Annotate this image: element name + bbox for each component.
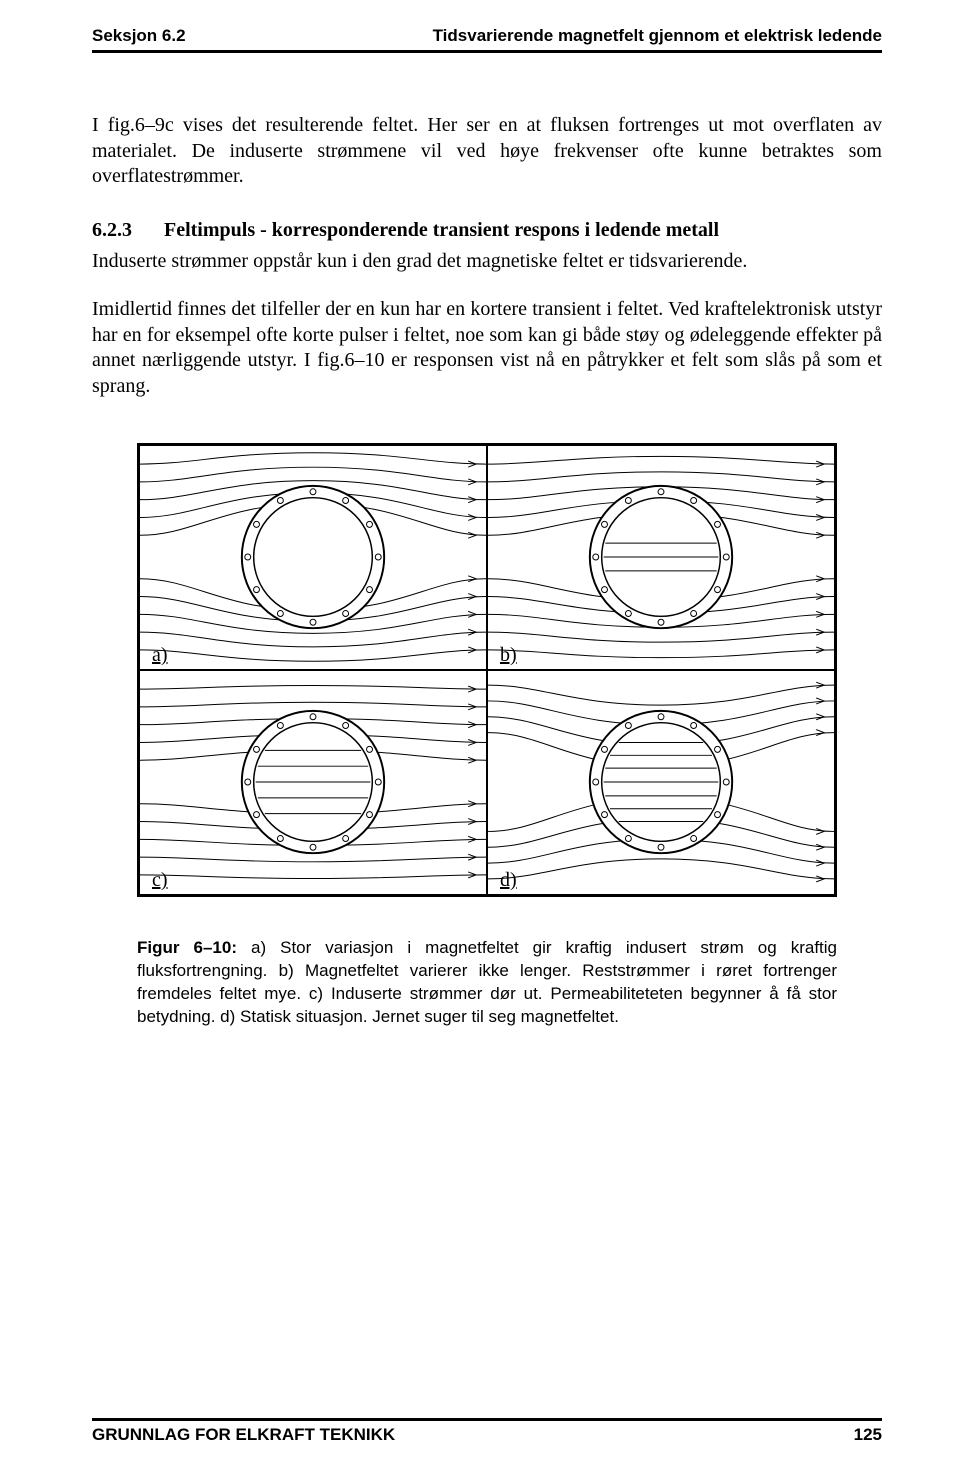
header-title: Tidsvarierende magnetfelt gjennom et ele… xyxy=(433,26,882,46)
field-diagram-b xyxy=(488,446,834,669)
page-footer: GRUNNLAG FOR ELKRAFT TEKNIKK 125 xyxy=(92,1418,882,1445)
body: I fig.6–9c vises det resulterende feltet… xyxy=(92,113,882,399)
panel-label-c: c) xyxy=(152,869,168,892)
section-number: 6.2.3 xyxy=(92,218,146,244)
figure-panel-a: a) xyxy=(139,445,487,670)
header-section: Seksjon 6.2 xyxy=(92,26,186,46)
field-diagram-c xyxy=(140,671,486,894)
field-diagram-d xyxy=(488,671,834,894)
figure-panel-c: c) xyxy=(139,670,487,895)
caption-text: a) Stor variasjon i magnetfeltet gir kra… xyxy=(137,938,837,1026)
figure-caption: Figur 6–10: a) Stor variasjon i magnetfe… xyxy=(137,937,837,1029)
footer-page-number: 125 xyxy=(854,1425,882,1445)
field-diagram-a xyxy=(140,446,486,669)
panel-label-d: d) xyxy=(500,869,517,892)
footer-book-title: GRUNNLAG FOR ELKRAFT TEKNIKK xyxy=(92,1425,395,1445)
paragraph-2: Induserte strømmer oppstår kun i den gra… xyxy=(92,249,882,275)
caption-lead: Figur 6–10: xyxy=(137,938,237,957)
page-header: Seksjon 6.2 Tidsvarierende magnetfelt gj… xyxy=(92,26,882,53)
paragraph-1: I fig.6–9c vises det resulterende feltet… xyxy=(92,113,882,190)
figure-panel-d: d) xyxy=(487,670,835,895)
figure-6-10: a) b) c) d) Figur 6–10: a) Sto xyxy=(137,443,837,1029)
panel-label-a: a) xyxy=(152,644,168,667)
section-title: Feltimpuls - korresponderende transient … xyxy=(164,218,882,244)
paragraph-3: Imidlertid finnes det tilfeller der en k… xyxy=(92,297,882,399)
figure-panel-b: b) xyxy=(487,445,835,670)
section-heading: 6.2.3 Feltimpuls - korresponderende tran… xyxy=(92,218,882,244)
panel-label-b: b) xyxy=(500,644,517,667)
